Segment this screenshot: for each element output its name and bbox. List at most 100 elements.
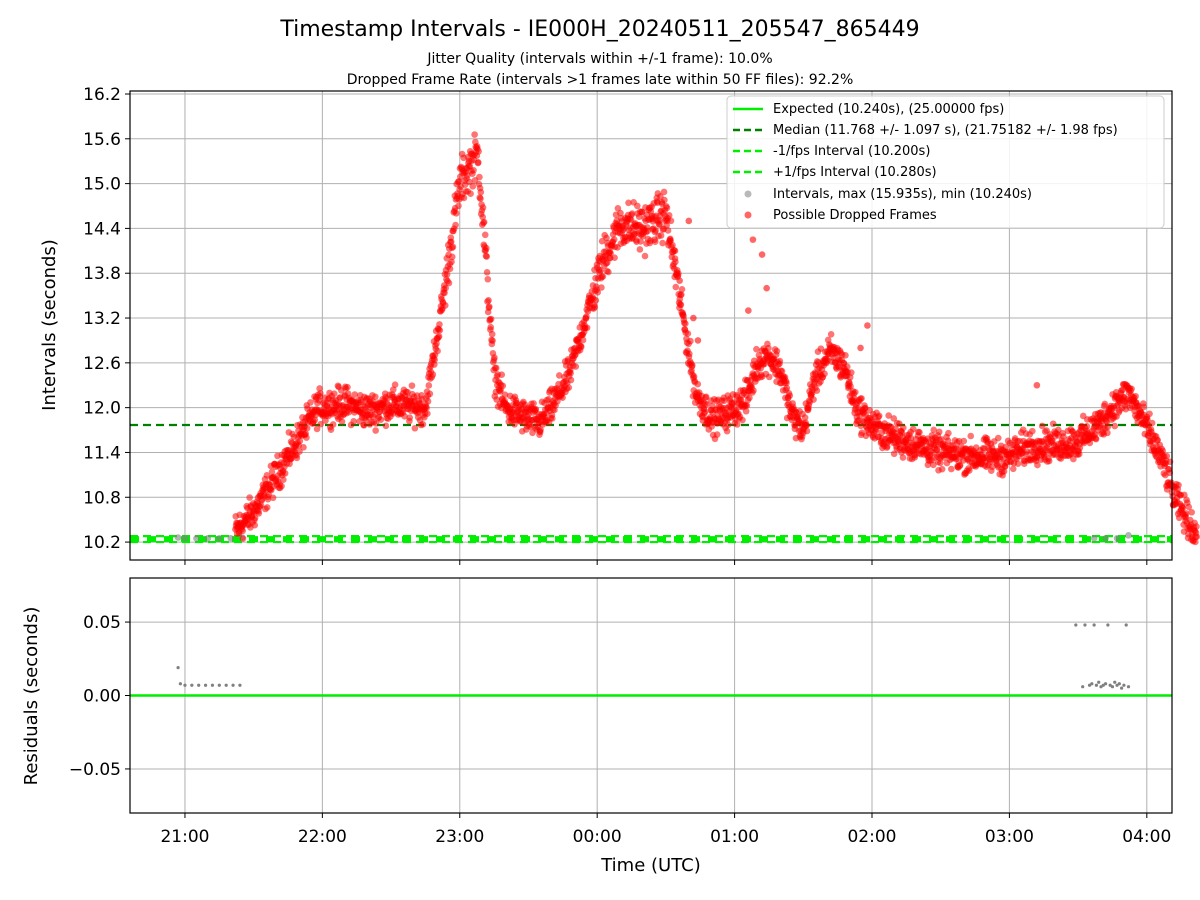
dropped-frame-point <box>1014 460 1022 467</box>
dropped-frame-point <box>660 188 668 196</box>
residual-point <box>1124 623 1128 627</box>
dropped-frame-point <box>890 415 898 422</box>
dropped-frame-point <box>591 303 599 311</box>
dropped-frame-point <box>652 227 659 234</box>
dropped-frame-point <box>677 301 685 309</box>
top-plot-frame <box>129 90 1173 561</box>
dropped-frame-point <box>1101 400 1109 408</box>
dropped-frame-point <box>338 418 346 425</box>
residual-point <box>224 683 228 687</box>
dropped-frame-point <box>1144 415 1151 423</box>
dropped-frame-point <box>483 244 490 252</box>
dropped-frame-point <box>671 247 679 255</box>
dropped-frame-point <box>723 427 731 435</box>
dropped-frame-point <box>488 330 496 338</box>
dropped-frame-point <box>857 344 864 352</box>
dropped-frame-point <box>330 390 338 397</box>
dropped-frame-point <box>625 199 632 207</box>
residual-point <box>1113 680 1117 684</box>
dropped-frame-point <box>423 404 430 412</box>
dropped-frame-point <box>317 390 324 397</box>
dropped-frame-point <box>559 394 566 401</box>
interval-point <box>181 535 189 542</box>
dropped-frame-point <box>1148 419 1156 427</box>
residual-point <box>1099 685 1103 689</box>
dropped-frame-point <box>644 227 651 235</box>
dropped-frame-point <box>786 392 794 399</box>
dropped-frame-point <box>935 428 943 436</box>
dropped-frame-point <box>611 254 618 262</box>
dropped-frame-point <box>372 420 380 427</box>
dropped-frame-point <box>446 265 454 273</box>
dropped-frame-point <box>776 357 784 365</box>
dropped-frame-point <box>783 379 790 387</box>
x-axis-label: Time (UTC) <box>600 855 701 876</box>
legend-swatch-intervals <box>744 190 752 198</box>
dropped-frame-point <box>303 434 310 441</box>
dropped-frame-point <box>842 352 849 359</box>
chart-subtitle-jitter: Jitter Quality (intervals within +/-1 fr… <box>426 51 772 67</box>
dropped-frame-point <box>530 400 537 407</box>
dropped-frame-point <box>455 202 462 210</box>
dropped-frame-point <box>967 432 975 440</box>
interval-point <box>1125 532 1132 539</box>
dropped-frame-point <box>239 535 247 542</box>
dropped-frame-point <box>434 347 441 355</box>
dropped-frame-point <box>907 434 915 442</box>
dropped-frame-point <box>685 217 693 225</box>
dropped-frame-point <box>351 391 359 398</box>
dropped-frame-point <box>474 159 482 166</box>
dropped-frame-point <box>469 183 477 190</box>
bottom-y-tick-label: 0.00 <box>83 687 121 707</box>
dropped-frame-point <box>702 393 710 401</box>
dropped-frame-point <box>617 209 624 217</box>
dropped-frame-point <box>501 391 509 398</box>
dropped-frame-point <box>408 382 416 389</box>
dropped-frame-point <box>445 279 453 287</box>
dropped-frame-point <box>317 420 325 428</box>
dropped-frame-point <box>447 238 455 246</box>
dropped-frame-point <box>1159 447 1167 455</box>
dropped-frame-point <box>938 465 946 473</box>
dropped-frame-point <box>803 421 810 429</box>
top-y-tick-label: 11.4 <box>83 443 121 463</box>
dropped-frame-point <box>565 384 573 391</box>
dropped-frame-point <box>745 307 752 314</box>
dropped-frame-point <box>827 331 835 338</box>
residual-point <box>231 683 235 687</box>
top-y-tick-label: 12.6 <box>83 354 121 374</box>
residual-point <box>1097 680 1101 684</box>
dropped-frame-point <box>251 514 259 522</box>
dropped-frame-point <box>960 437 968 445</box>
dropped-frame-point <box>994 434 1002 442</box>
dropped-frame-point <box>425 382 433 389</box>
dropped-frame-point <box>460 194 468 202</box>
dropped-frame-point <box>372 393 379 401</box>
residual-point <box>1106 623 1110 627</box>
dropped-frame-point <box>603 234 610 242</box>
residual-point <box>203 683 208 687</box>
dropped-frame-point <box>429 371 437 378</box>
dropped-frame-point <box>720 397 728 405</box>
bottom-plot-points <box>176 623 1131 690</box>
dropped-frame-point <box>431 356 438 364</box>
legend-label-minus-fps: -1/fps Interval (10.200s) <box>773 144 930 159</box>
dropped-frame-point <box>900 424 907 432</box>
dropped-frame-point <box>672 258 679 266</box>
dropped-frame-point <box>477 188 485 196</box>
dropped-frame-point <box>485 303 493 310</box>
residual-point <box>1117 682 1121 686</box>
dropped-frame-point <box>426 390 434 398</box>
dropped-frame-point <box>628 210 636 217</box>
dropped-frame-point <box>1034 461 1041 469</box>
dropped-frame-point <box>293 454 301 462</box>
dropped-frame-point <box>296 437 304 445</box>
top-y-tick-label: 10.8 <box>83 488 121 508</box>
residual-point <box>1110 685 1115 689</box>
dropped-frame-point <box>750 387 757 394</box>
residual-point <box>197 683 201 687</box>
dropped-frame-point <box>1154 436 1161 444</box>
dropped-frame-point <box>548 415 556 422</box>
dropped-frame-point <box>813 387 821 394</box>
